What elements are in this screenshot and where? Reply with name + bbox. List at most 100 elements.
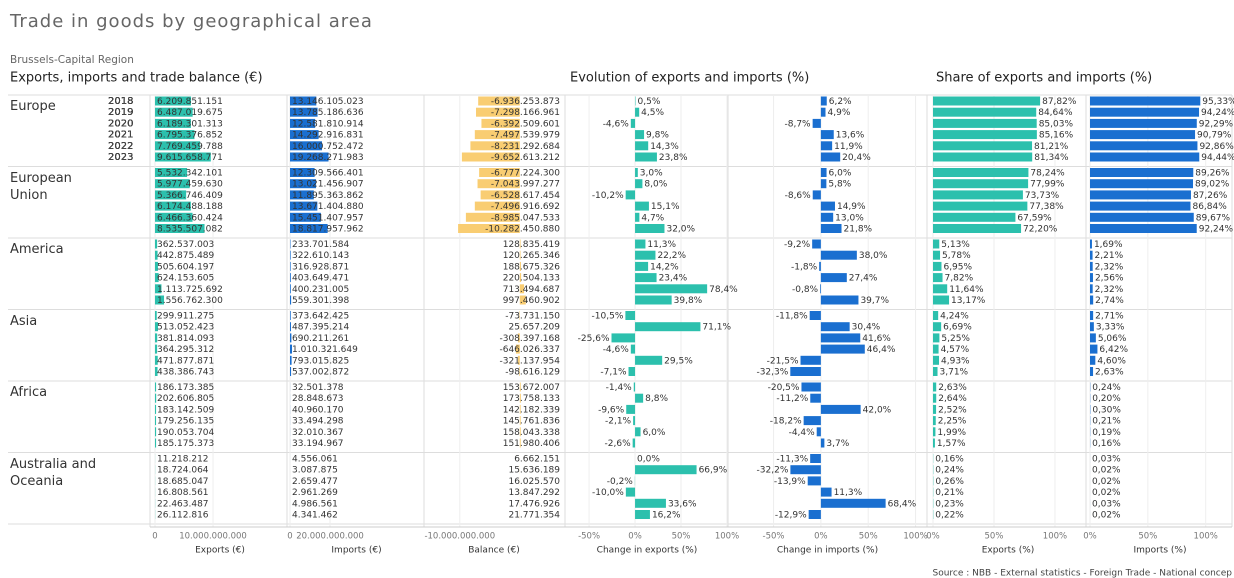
bar xyxy=(480,190,520,200)
data-label: 39,8% xyxy=(674,296,703,306)
data-label: 4,93% xyxy=(941,356,970,366)
data-label: 13,6% xyxy=(836,131,865,141)
data-label: -4,6% xyxy=(603,119,630,129)
data-label: 5,25% xyxy=(941,334,970,344)
section-title: Exports, imports and trade balance (€) xyxy=(10,71,263,86)
bar xyxy=(820,322,850,332)
data-label: 442.875.489 xyxy=(157,251,215,261)
data-label: 6.174.488.188 xyxy=(157,202,223,212)
data-label: 14,9% xyxy=(837,202,866,212)
data-label: 87,82% xyxy=(1042,97,1077,107)
bar xyxy=(635,201,649,211)
bar xyxy=(1090,333,1096,343)
bar xyxy=(519,382,521,392)
data-label: 23,4% xyxy=(659,274,688,284)
section-title: Share of exports and imports (%) xyxy=(936,71,1152,86)
region-label: Africa xyxy=(10,385,48,400)
region-label: Europe xyxy=(10,99,56,114)
bar xyxy=(290,168,315,177)
bar xyxy=(820,273,847,283)
data-label: 6,0% xyxy=(829,169,852,179)
data-label: 68,4% xyxy=(888,499,917,509)
bar xyxy=(1090,96,1201,106)
data-label: -12,9% xyxy=(775,511,807,521)
data-label: 5.366.746.409 xyxy=(157,191,223,201)
bar xyxy=(290,344,293,354)
year-label: 2021 xyxy=(108,130,133,141)
data-label: 793.015.825 xyxy=(292,356,349,366)
data-label: 94,44% xyxy=(1201,153,1234,163)
data-label: 202.606.805 xyxy=(157,394,214,404)
data-label: 690.211.261 xyxy=(292,334,349,344)
data-label: -11,3% xyxy=(776,455,808,465)
year-label: 2022 xyxy=(108,141,133,152)
bar xyxy=(519,404,521,414)
data-label: -6.392.509.601 xyxy=(491,119,560,129)
bar xyxy=(933,344,939,354)
data-label: 9.615.658.771 xyxy=(157,153,223,163)
bar xyxy=(820,344,865,354)
x-axis-title: Change in exports (%) xyxy=(597,546,698,556)
bar xyxy=(290,284,291,294)
year-label: 2020 xyxy=(108,118,133,129)
data-label: -32,2% xyxy=(757,466,789,476)
year-label: 2022 xyxy=(108,141,133,152)
bar xyxy=(474,201,520,211)
bar xyxy=(1090,190,1191,200)
year-label: 2018 xyxy=(108,96,133,107)
data-label: 6.189.301.313 xyxy=(157,119,223,129)
bar xyxy=(933,404,937,414)
bar xyxy=(820,224,842,233)
bar xyxy=(820,498,886,508)
bar xyxy=(635,239,646,249)
data-label: 6.209.851.151 xyxy=(157,97,223,107)
data-label: 29,5% xyxy=(664,356,693,366)
x-axis-title: Balance (€) xyxy=(468,546,520,556)
year-label: 2019 xyxy=(108,107,133,118)
bar xyxy=(632,438,636,448)
data-label: -13,9% xyxy=(774,477,806,487)
year-label: 2019 xyxy=(108,107,133,118)
bar xyxy=(290,322,291,332)
data-label: 0,21% xyxy=(1092,417,1121,427)
year-label: 2021 xyxy=(108,130,133,141)
data-label: 89,02% xyxy=(1195,180,1230,190)
data-label: 128.835.419 xyxy=(503,240,561,250)
data-label: 6.487.019.675 xyxy=(157,108,223,118)
data-label: 1,69% xyxy=(1094,240,1123,250)
data-label: 71,1% xyxy=(702,323,731,333)
bar xyxy=(290,367,292,376)
data-label: -6.936.253.873 xyxy=(491,97,560,107)
bar xyxy=(290,118,316,128)
data-label: 0,02% xyxy=(1092,488,1121,498)
bar xyxy=(477,179,520,189)
year-label: 2019 xyxy=(108,107,133,118)
data-label: 1.556.762.300 xyxy=(157,296,223,306)
bar xyxy=(820,96,827,106)
bar xyxy=(820,201,835,211)
bar xyxy=(1090,284,1093,294)
data-label: 6,0% xyxy=(643,428,666,438)
bar xyxy=(933,201,1028,211)
region-label: America xyxy=(10,242,64,257)
x-tick-label: -10.000.000.000 xyxy=(424,532,495,542)
bar xyxy=(290,355,292,365)
data-label: 18.685.047 xyxy=(157,477,209,487)
data-label: 40.960.170 xyxy=(292,405,344,415)
data-label: 39,7% xyxy=(860,296,889,306)
bar xyxy=(820,179,827,189)
bar xyxy=(635,107,640,117)
data-label: 16.808.561 xyxy=(157,488,209,498)
data-label: 151.980.406 xyxy=(503,439,561,449)
bar xyxy=(933,179,1029,189)
region-label: Australia and Oceania xyxy=(10,456,97,489)
bar xyxy=(1090,118,1197,128)
bar xyxy=(933,322,942,332)
bar xyxy=(1090,152,1200,162)
data-label: 2,32% xyxy=(1095,262,1124,272)
bar xyxy=(155,273,159,283)
bar xyxy=(810,454,821,463)
data-label: 713.494.687 xyxy=(503,285,560,295)
bar xyxy=(1090,273,1093,283)
bar xyxy=(1090,355,1096,365)
